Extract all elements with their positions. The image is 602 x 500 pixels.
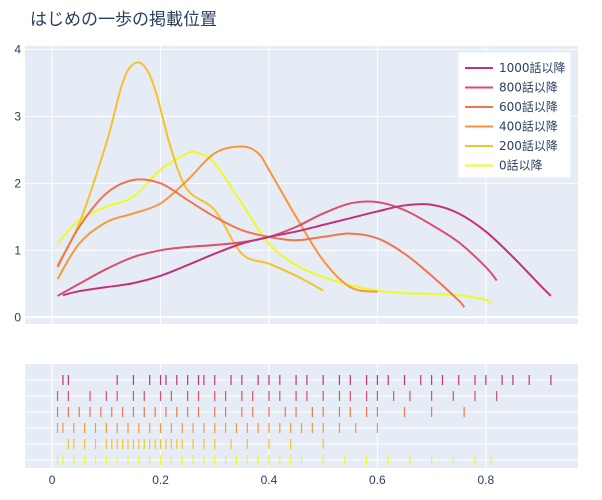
legend-label: 1000話以降 (499, 60, 566, 75)
legend: 1000話以降 800話以降 600話以降 400話以降 200話以降 0話以降 (458, 52, 571, 178)
x-tick-label: 0.4 (261, 473, 278, 487)
x-tick-label: 0.6 (369, 473, 386, 487)
y-tick-label: 3 (14, 109, 21, 123)
y-tick-label: 2 (14, 176, 21, 190)
legend-label: 0話以降 (499, 158, 543, 173)
y-tick-label: 0 (14, 310, 21, 324)
chart-title: はじめの一歩の掲載位置 (30, 10, 217, 30)
legend-label: 600話以降 (499, 99, 558, 114)
y-tick-label: 1 (14, 243, 21, 257)
x-tick-label: 0.2 (152, 473, 169, 487)
legend-label: 800話以降 (499, 80, 558, 95)
x-axis-tick-labels: 0 0.2 0.4 0.6 0.8 (49, 473, 495, 487)
legend-label: 200話以降 (499, 138, 558, 153)
x-tick-label: 0 (49, 473, 56, 487)
y-axis-tick-labels: 0 1 2 3 4 (14, 42, 21, 324)
x-tick-label: 0.8 (477, 473, 494, 487)
y-tick-label: 4 (14, 42, 21, 56)
legend-label: 400話以降 (499, 119, 558, 134)
